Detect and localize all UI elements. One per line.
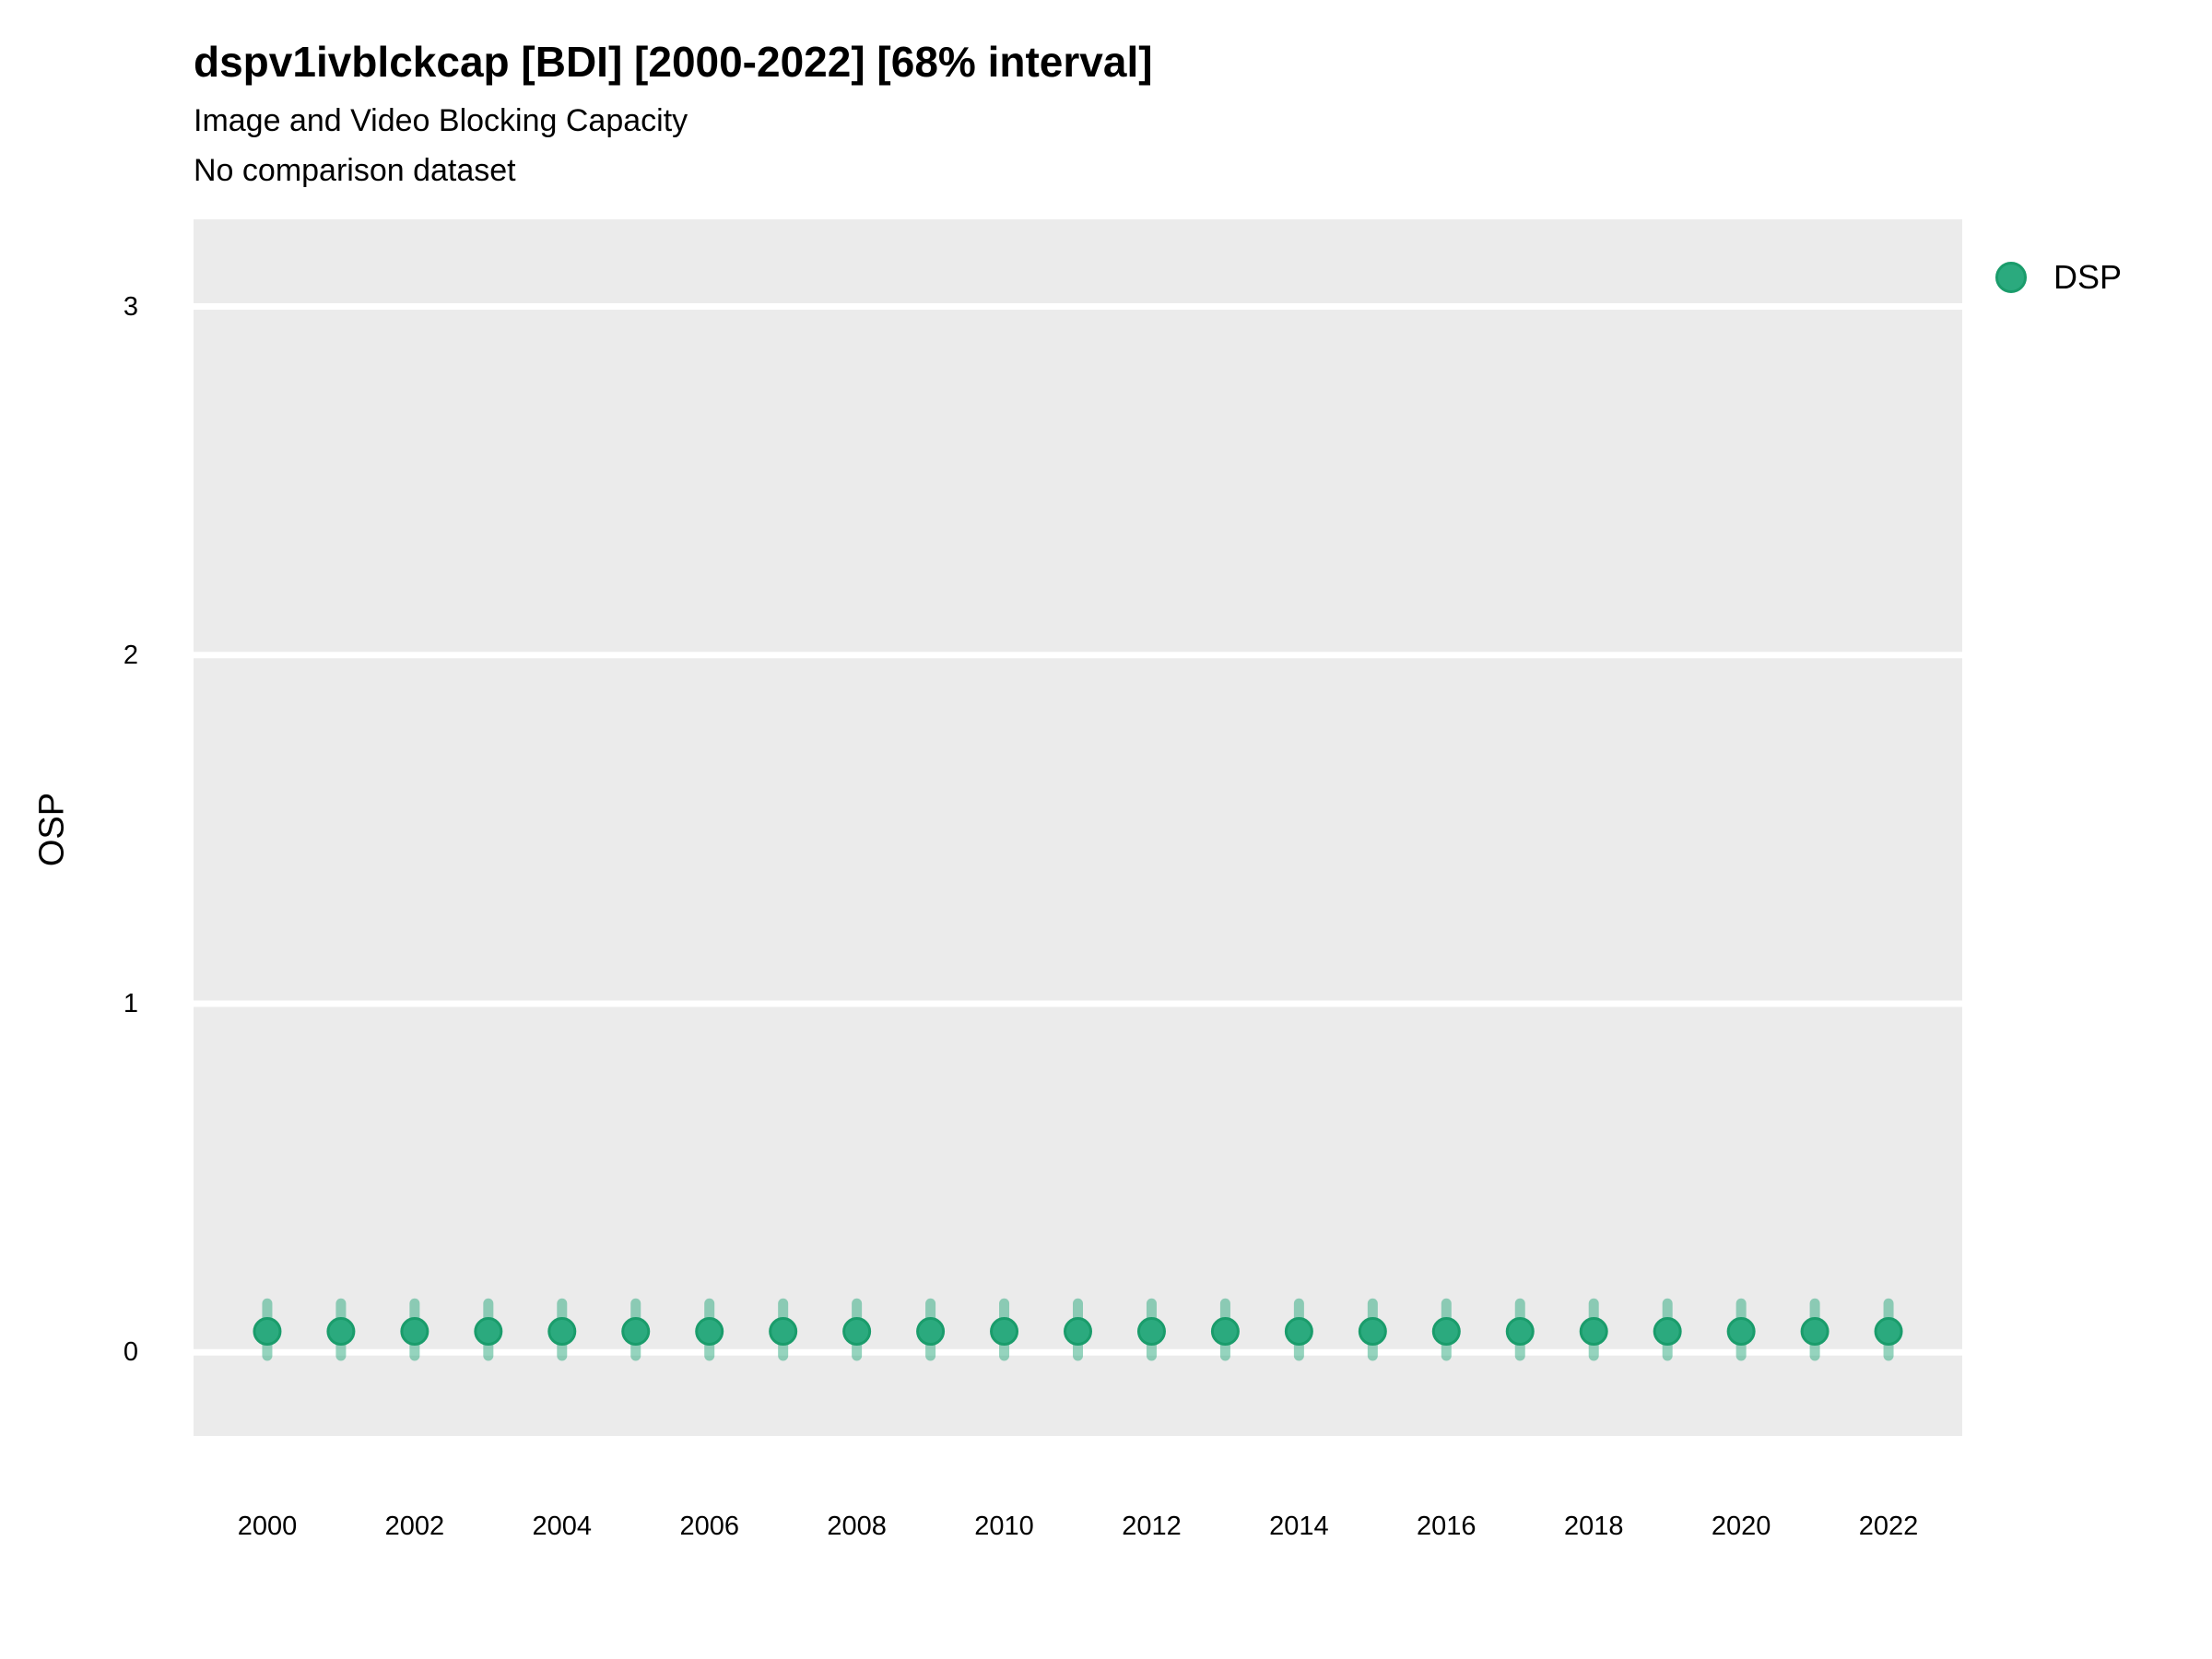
data-point xyxy=(1726,1317,1756,1347)
data-point xyxy=(842,1317,872,1347)
data-point xyxy=(1064,1317,1092,1347)
x-tick-label-2002: 2002 xyxy=(384,1512,445,1541)
x-tick-label-2016: 2016 xyxy=(1417,1512,1477,1541)
y-tick-label-1: 1 xyxy=(123,989,138,1018)
data-point xyxy=(1800,1317,1830,1347)
data-point xyxy=(695,1317,724,1347)
legend-point-icon xyxy=(1995,262,2027,293)
data-point xyxy=(1579,1317,1608,1347)
legend: DSP xyxy=(1995,259,2122,296)
plot-panel xyxy=(194,219,1962,1436)
data-point xyxy=(1653,1317,1682,1347)
y-tick-label-0: 0 xyxy=(123,1337,138,1368)
data-point xyxy=(1284,1317,1313,1347)
data-point xyxy=(474,1317,503,1347)
data-point xyxy=(621,1317,651,1347)
data-point xyxy=(547,1317,577,1347)
x-tick-label-2008: 2008 xyxy=(827,1512,887,1541)
data-point xyxy=(916,1317,946,1347)
chart-subtitle: Image and Video Blocking Capacity xyxy=(194,103,688,138)
data-point xyxy=(990,1317,1019,1347)
data-point xyxy=(326,1317,356,1347)
chart-title: dspv1ivblckcap [BDI] [2000-2022] [68% in… xyxy=(194,38,1153,86)
x-tick-label-2010: 2010 xyxy=(974,1512,1034,1541)
x-tick-label-2000: 2000 xyxy=(237,1512,298,1541)
y-tick-label-3: 3 xyxy=(123,291,138,322)
y-axis-title: OSP xyxy=(32,792,72,867)
data-point xyxy=(253,1317,282,1347)
x-tick-label-2020: 2020 xyxy=(1711,1512,1771,1541)
data-point xyxy=(1210,1317,1240,1347)
y-tick-label-2: 2 xyxy=(123,640,138,670)
data-point xyxy=(1505,1317,1535,1347)
x-tick-label-2022: 2022 xyxy=(1858,1512,1919,1541)
x-tick-label-2014: 2014 xyxy=(1269,1512,1329,1541)
chart-note: No comparison dataset xyxy=(194,153,516,188)
data-point xyxy=(1874,1317,1903,1347)
data-point xyxy=(1358,1317,1387,1347)
x-tick-label-2004: 2004 xyxy=(532,1512,593,1541)
data-point xyxy=(400,1317,429,1347)
data-point xyxy=(1431,1317,1461,1347)
x-tick-label-2012: 2012 xyxy=(1122,1512,1182,1541)
data-point xyxy=(1136,1317,1166,1347)
x-tick-label-2018: 2018 xyxy=(1563,1512,1624,1541)
data-point xyxy=(769,1317,798,1347)
x-tick-label-2006: 2006 xyxy=(679,1512,739,1541)
plot-svg xyxy=(194,303,1962,1361)
legend-label: DSP xyxy=(2053,258,2123,296)
